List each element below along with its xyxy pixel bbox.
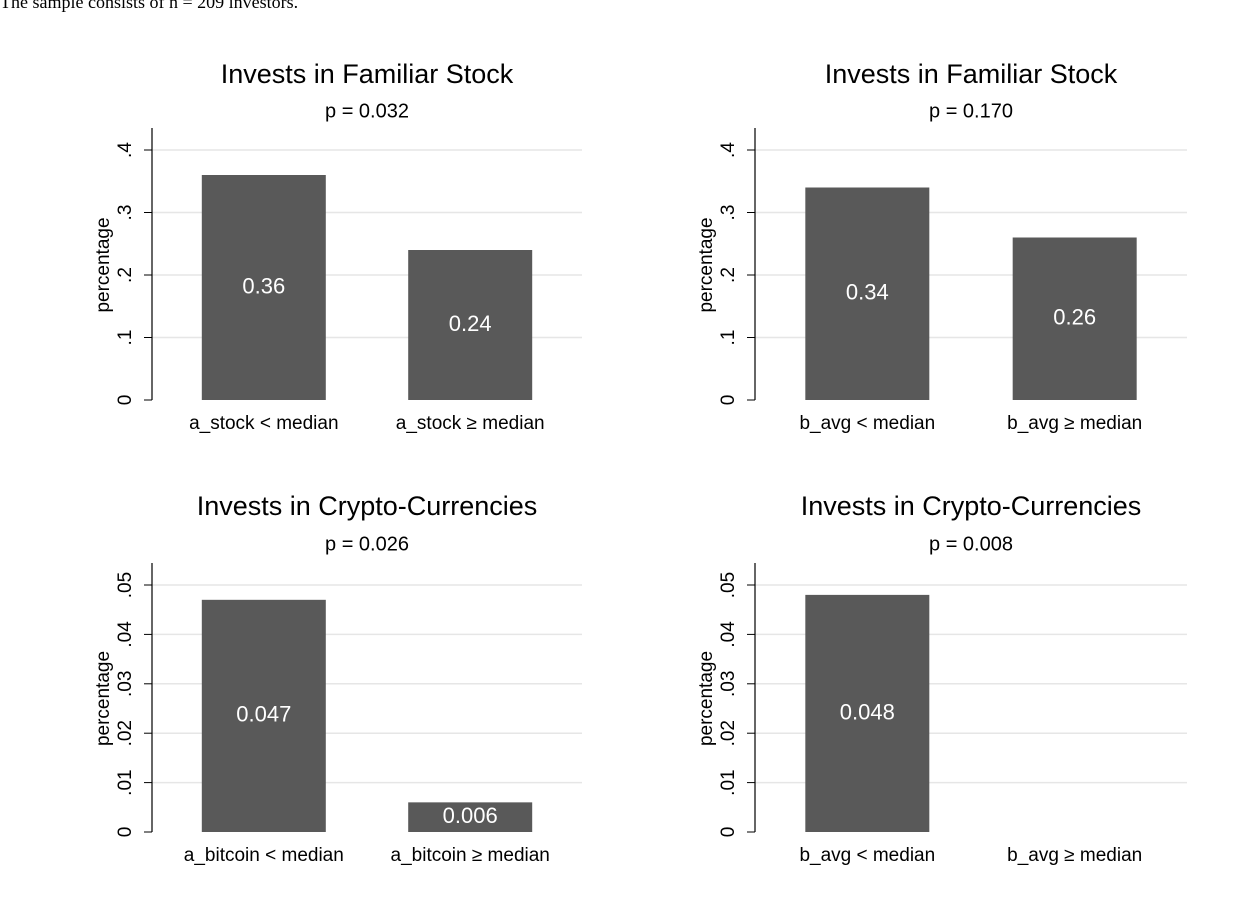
y-tick-label: .01 (718, 769, 739, 795)
y-axis-label: percentage (696, 217, 717, 312)
x-tick-label: b_avg ≥ median (1007, 845, 1142, 866)
chart-title: Invests in Crypto-Currencies (197, 491, 538, 521)
y-tick-label: .02 (115, 720, 136, 746)
bar (805, 594, 930, 832)
y-tick-label: .3 (115, 205, 136, 221)
y-tick-label: .04 (115, 621, 136, 648)
y-tick-label: .1 (718, 330, 739, 346)
y-tick-label: 0 (115, 395, 136, 406)
chart-subtitle: p = 0.026 (325, 533, 409, 555)
bar (408, 250, 533, 400)
chart-title: Invests in Familiar Stock (825, 59, 1118, 89)
value-label: 0.24 (449, 311, 492, 336)
value-label: 0.36 (242, 273, 285, 298)
value-label: 0.26 (1053, 305, 1096, 330)
x-tick-label: b_avg < median (799, 413, 935, 434)
x-tick-label: b_avg ≥ median (1007, 413, 1142, 434)
y-axis-label: percentage (696, 651, 717, 746)
y-tick-label: 0 (115, 827, 136, 838)
y-tick-label: .04 (718, 621, 739, 648)
y-tick-label: .4 (115, 142, 136, 158)
y-tick-label: .03 (115, 671, 136, 697)
note-text: The sample consists of n = 209 investors… (0, 0, 298, 12)
bar (1012, 237, 1137, 400)
x-tick-label: a_bitcoin ≥ median (391, 845, 550, 866)
y-axis-label: percentage (93, 651, 114, 746)
bar (201, 599, 326, 832)
x-tick-label: a_stock < median (189, 413, 338, 434)
x-tick-label: b_avg < median (799, 845, 935, 866)
y-tick-label: .2 (115, 267, 136, 283)
y-tick-label: 0 (718, 827, 739, 838)
bar (201, 175, 326, 400)
y-tick-label: .05 (718, 572, 739, 598)
chart-subtitle: p = 0.170 (929, 100, 1013, 122)
chart-title: Invests in Crypto-Currencies (801, 491, 1142, 521)
y-tick-label: .2 (718, 267, 739, 283)
bar (805, 187, 930, 400)
x-tick-label: a_stock ≥ median (396, 413, 545, 434)
value-label: 0.047 (236, 702, 291, 727)
x-tick-label: a_bitcoin < median (184, 845, 344, 866)
y-tick-label: .4 (718, 142, 739, 158)
y-tick-label: .05 (115, 572, 136, 598)
y-tick-label: .03 (718, 671, 739, 697)
bar (408, 802, 533, 832)
y-axis-label: percentage (93, 217, 114, 312)
y-tick-label: .02 (718, 720, 739, 746)
chart-title: Invests in Familiar Stock (221, 59, 514, 89)
value-label: 0.048 (840, 699, 895, 724)
y-tick-label: .1 (115, 330, 136, 346)
chart-subtitle: p = 0.032 (325, 100, 409, 122)
value-label: 0.34 (846, 280, 889, 305)
y-tick-label: .01 (115, 769, 136, 795)
chart-subtitle: p = 0.008 (929, 533, 1013, 555)
value-label: 0.006 (443, 803, 498, 828)
y-tick-label: 0 (718, 395, 739, 406)
y-tick-label: .3 (718, 205, 739, 221)
